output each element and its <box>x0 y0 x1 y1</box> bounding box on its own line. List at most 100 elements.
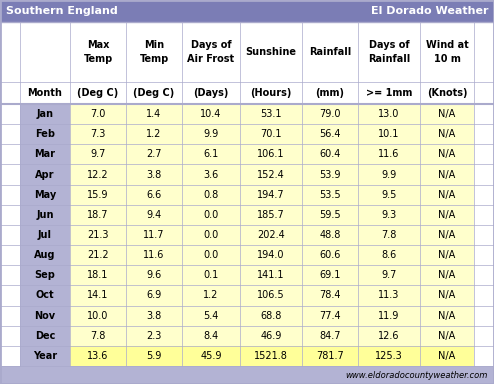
Bar <box>182 144 240 164</box>
Text: 9.4: 9.4 <box>146 210 162 220</box>
Bar <box>182 225 240 245</box>
Bar <box>302 306 358 326</box>
Text: 69.1: 69.1 <box>319 270 341 280</box>
Bar <box>70 144 126 164</box>
Text: 185.7: 185.7 <box>257 210 285 220</box>
Text: (Days): (Days) <box>193 88 229 98</box>
Text: 781.7: 781.7 <box>316 351 344 361</box>
Bar <box>20 265 70 285</box>
Bar <box>358 104 420 124</box>
Text: 12.6: 12.6 <box>378 331 400 341</box>
Bar <box>302 144 358 164</box>
Bar <box>240 306 302 326</box>
Text: 194.0: 194.0 <box>257 250 285 260</box>
Bar <box>70 346 126 366</box>
Bar <box>126 346 182 366</box>
Text: 10.1: 10.1 <box>378 129 400 139</box>
Text: Year: Year <box>33 351 57 361</box>
Text: N/A: N/A <box>438 210 455 220</box>
Text: 7.3: 7.3 <box>90 129 106 139</box>
Text: 3.8: 3.8 <box>146 170 162 180</box>
Text: 79.0: 79.0 <box>319 109 341 119</box>
Text: 53.9: 53.9 <box>319 170 341 180</box>
Bar <box>20 124 70 144</box>
Text: 8.6: 8.6 <box>381 250 397 260</box>
Text: Jan: Jan <box>37 109 53 119</box>
Text: Sunshine: Sunshine <box>246 47 296 57</box>
Bar <box>126 285 182 306</box>
Text: 0.0: 0.0 <box>204 230 219 240</box>
Bar <box>240 205 302 225</box>
Text: 59.5: 59.5 <box>319 210 341 220</box>
Text: >= 1mm: >= 1mm <box>366 88 412 98</box>
Text: 5.4: 5.4 <box>204 311 219 321</box>
Bar <box>70 205 126 225</box>
Bar <box>182 164 240 185</box>
Bar <box>302 205 358 225</box>
Text: Oct: Oct <box>36 290 54 300</box>
Text: (Knots): (Knots) <box>427 88 467 98</box>
Bar <box>70 225 126 245</box>
Text: 9.9: 9.9 <box>204 129 219 139</box>
Bar <box>126 225 182 245</box>
Bar <box>240 104 302 124</box>
Bar <box>302 326 358 346</box>
Text: 21.3: 21.3 <box>87 230 109 240</box>
Bar <box>302 285 358 306</box>
Bar <box>182 124 240 144</box>
Text: N/A: N/A <box>438 149 455 159</box>
Text: N/A: N/A <box>438 351 455 361</box>
Bar <box>420 285 474 306</box>
Bar <box>20 306 70 326</box>
Text: 6.6: 6.6 <box>146 190 162 200</box>
Bar <box>70 306 126 326</box>
Bar <box>182 185 240 205</box>
Bar <box>126 205 182 225</box>
Bar <box>358 144 420 164</box>
Text: (Deg C): (Deg C) <box>78 88 119 98</box>
Text: 8.4: 8.4 <box>204 331 219 341</box>
Text: Max
Temp: Max Temp <box>83 40 113 64</box>
Bar <box>358 326 420 346</box>
Bar <box>20 326 70 346</box>
Bar <box>70 185 126 205</box>
Text: 1.2: 1.2 <box>204 290 219 300</box>
Bar <box>420 205 474 225</box>
Bar <box>240 225 302 245</box>
Text: El Dorado Weather: El Dorado Weather <box>370 6 488 16</box>
Text: 7.8: 7.8 <box>381 230 397 240</box>
Bar <box>420 104 474 124</box>
Bar <box>182 104 240 124</box>
Text: Jun: Jun <box>36 210 54 220</box>
Bar <box>182 346 240 366</box>
Bar <box>240 185 302 205</box>
Bar <box>182 306 240 326</box>
Bar <box>420 326 474 346</box>
Text: N/A: N/A <box>438 170 455 180</box>
Text: 125.3: 125.3 <box>375 351 403 361</box>
Bar <box>420 306 474 326</box>
Text: 3.8: 3.8 <box>146 311 162 321</box>
Text: 7.0: 7.0 <box>90 109 106 119</box>
Bar <box>358 265 420 285</box>
Bar <box>70 104 126 124</box>
Text: 106.5: 106.5 <box>257 290 285 300</box>
Text: 14.1: 14.1 <box>87 290 109 300</box>
Text: 78.4: 78.4 <box>319 290 341 300</box>
Bar <box>358 225 420 245</box>
Text: N/A: N/A <box>438 190 455 200</box>
Bar <box>302 185 358 205</box>
Bar <box>420 265 474 285</box>
Bar <box>20 104 70 124</box>
Text: 60.6: 60.6 <box>319 250 341 260</box>
Bar <box>240 346 302 366</box>
Text: 7.8: 7.8 <box>90 331 106 341</box>
Text: 2.7: 2.7 <box>146 149 162 159</box>
Bar <box>358 164 420 185</box>
Bar <box>302 104 358 124</box>
Bar <box>420 346 474 366</box>
Text: 11.3: 11.3 <box>378 290 400 300</box>
Text: N/A: N/A <box>438 230 455 240</box>
Text: Apr: Apr <box>35 170 55 180</box>
Text: 6.1: 6.1 <box>204 149 219 159</box>
